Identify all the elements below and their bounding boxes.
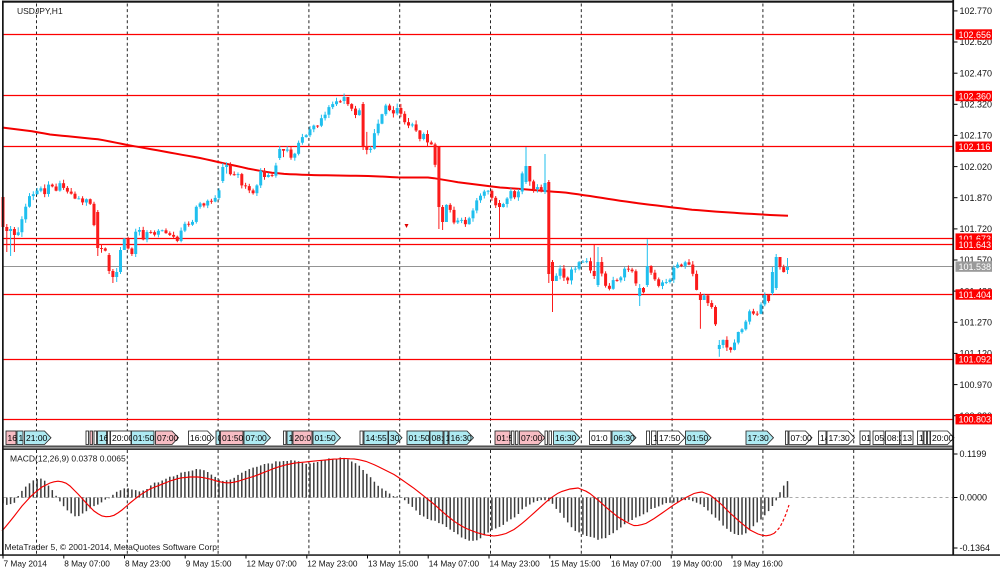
svg-text:14 May 07:00: 14 May 07:00 bbox=[429, 559, 480, 569]
svg-text:101.643: 101.643 bbox=[959, 240, 992, 250]
svg-text:14 May 23:00: 14 May 23:00 bbox=[490, 559, 541, 569]
svg-text:01:50: 01:50 bbox=[687, 433, 709, 443]
svg-text:8 May 07:00: 8 May 07:00 bbox=[64, 559, 110, 569]
svg-text:06:30: 06:30 bbox=[614, 433, 636, 443]
svg-text:07:00: 07:00 bbox=[521, 433, 543, 443]
svg-text:08:0: 08:0 bbox=[432, 433, 449, 443]
svg-text:01:0: 01:0 bbox=[591, 433, 608, 443]
svg-text:01:50: 01:50 bbox=[409, 433, 431, 443]
svg-text:101.870: 101.870 bbox=[960, 193, 993, 203]
svg-text:17:50: 17:50 bbox=[659, 433, 681, 443]
svg-text:1: 1 bbox=[446, 433, 451, 443]
svg-text:01: 01 bbox=[862, 433, 872, 443]
svg-text:12 May 07:00: 12 May 07:00 bbox=[247, 559, 298, 569]
svg-text:102.656: 102.656 bbox=[959, 30, 992, 40]
svg-text:16:00: 16:00 bbox=[190, 433, 212, 443]
svg-text:102.170: 102.170 bbox=[960, 131, 993, 141]
svg-text:100.803: 100.803 bbox=[959, 415, 992, 425]
svg-text:14:55: 14:55 bbox=[366, 433, 388, 443]
svg-text:USDJPY,H1: USDJPY,H1 bbox=[17, 6, 63, 16]
svg-text:9 May 15:00: 9 May 15:00 bbox=[186, 559, 232, 569]
svg-text:102.020: 102.020 bbox=[960, 162, 993, 172]
svg-text:19 May 16:00: 19 May 16:00 bbox=[733, 559, 784, 569]
svg-text:16: 16 bbox=[99, 433, 109, 443]
svg-text:20:0: 20:0 bbox=[295, 433, 312, 443]
svg-text:12 May 23:00: 12 May 23:00 bbox=[307, 559, 358, 569]
svg-text:16: 16 bbox=[8, 433, 18, 443]
svg-text:102.320: 102.320 bbox=[960, 100, 993, 110]
svg-text:102.620: 102.620 bbox=[960, 37, 993, 47]
svg-text:101.538: 101.538 bbox=[959, 262, 992, 272]
svg-text:101.720: 101.720 bbox=[960, 224, 993, 234]
svg-text:20:00: 20:00 bbox=[112, 433, 134, 443]
svg-text:1: 1 bbox=[289, 433, 294, 443]
svg-text:7 May 2014: 7 May 2014 bbox=[4, 559, 48, 569]
svg-text:01:50: 01:50 bbox=[315, 433, 337, 443]
svg-text:08:3: 08:3 bbox=[887, 433, 904, 443]
svg-text:01:50: 01:50 bbox=[133, 433, 155, 443]
svg-text:13: 13 bbox=[903, 433, 913, 443]
svg-text:0.1199: 0.1199 bbox=[960, 449, 987, 459]
svg-text:01:5: 01:5 bbox=[497, 433, 514, 443]
svg-text:30: 30 bbox=[390, 433, 400, 443]
svg-text:1: 1 bbox=[653, 433, 658, 443]
svg-text:1: 1 bbox=[19, 433, 24, 443]
svg-text:05:: 05: bbox=[875, 433, 887, 443]
svg-text:17:30: 17:30 bbox=[748, 433, 770, 443]
svg-text:101.570: 101.570 bbox=[960, 255, 993, 265]
svg-text:19 May 00:00: 19 May 00:00 bbox=[672, 559, 723, 569]
svg-text:102.470: 102.470 bbox=[960, 68, 993, 78]
svg-text:101.673: 101.673 bbox=[959, 234, 992, 244]
svg-text:07:00: 07:00 bbox=[791, 433, 813, 443]
svg-text:01:50: 01:50 bbox=[222, 433, 244, 443]
svg-text:0: 0 bbox=[218, 433, 223, 443]
svg-text:16 May 07:00: 16 May 07:00 bbox=[611, 559, 662, 569]
svg-text:16:30: 16:30 bbox=[555, 433, 577, 443]
svg-text:15 May 15:00: 15 May 15:00 bbox=[550, 559, 601, 569]
svg-text:-0.1364: -0.1364 bbox=[960, 543, 991, 553]
svg-text:102.360: 102.360 bbox=[959, 91, 992, 101]
svg-text:102.116: 102.116 bbox=[959, 142, 991, 152]
svg-text:101.404: 101.404 bbox=[959, 290, 992, 300]
svg-text:17:30: 17:30 bbox=[829, 433, 851, 443]
svg-text:07:00: 07:00 bbox=[157, 433, 179, 443]
svg-text:07:00: 07:00 bbox=[246, 433, 268, 443]
svg-text:MACD(12,26,9) 0.0378 0.0065: MACD(12,26,9) 0.0378 0.0065 bbox=[10, 454, 126, 464]
svg-text:16:30: 16:30 bbox=[451, 433, 473, 443]
svg-text:100.970: 100.970 bbox=[960, 380, 993, 390]
svg-text:14: 14 bbox=[820, 433, 830, 443]
svg-text:20:00: 20:00 bbox=[932, 433, 954, 443]
svg-text:MetaTrader 5, © 2001-2014, Met: MetaTrader 5, © 2001-2014, MetaQuotes So… bbox=[5, 542, 220, 552]
svg-text:1: 1 bbox=[919, 433, 924, 443]
svg-text:13 May 15:00: 13 May 15:00 bbox=[368, 559, 419, 569]
svg-text:102.770: 102.770 bbox=[960, 6, 993, 16]
svg-text:21:00: 21:00 bbox=[26, 433, 48, 443]
svg-text:0.0000: 0.0000 bbox=[960, 493, 988, 503]
svg-text:8 May 23:00: 8 May 23:00 bbox=[125, 559, 171, 569]
svg-text:101.270: 101.270 bbox=[960, 318, 993, 328]
svg-text:101.092: 101.092 bbox=[959, 355, 992, 365]
svg-text:101.120: 101.120 bbox=[960, 349, 993, 359]
